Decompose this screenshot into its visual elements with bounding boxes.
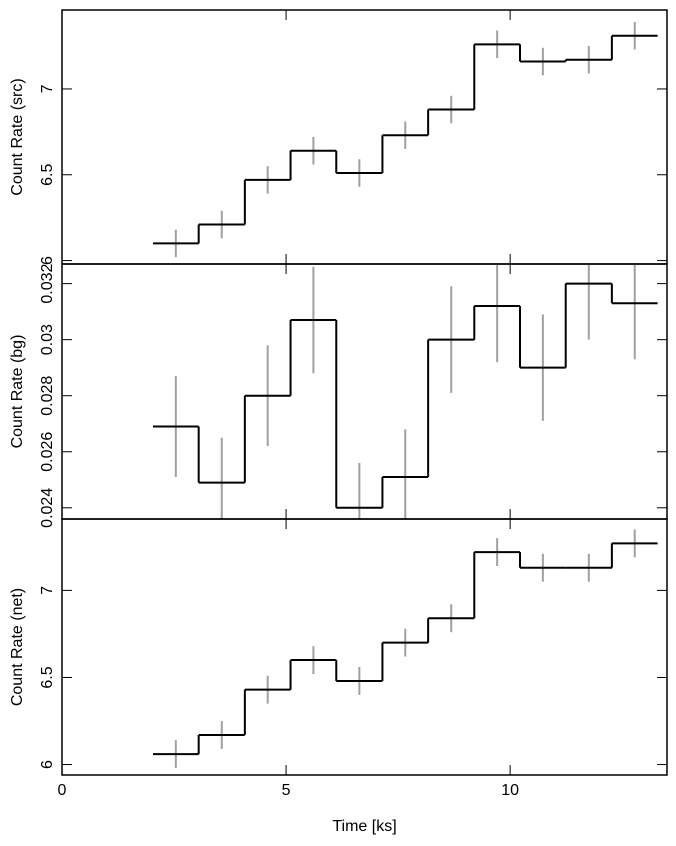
frame [61, 263, 668, 520]
x-tick-label: 0 [58, 782, 67, 799]
y-axis-label: Count Rate (net) [9, 588, 26, 706]
plot-area [152, 529, 658, 769]
y-tick-label: 7 [39, 84, 56, 93]
y-tick-label: 0.032 [39, 263, 56, 303]
y-axis-label: Count Rate (bg) [9, 335, 26, 449]
y-tick-label: 6.5 [39, 164, 56, 186]
y-tick-label: 0.024 [39, 488, 56, 528]
y-tick-label: 6 [39, 760, 56, 769]
y-tick-label: 0.028 [39, 376, 56, 416]
x-tick-label: 10 [501, 782, 519, 799]
y-tick-label: 0.03 [39, 324, 56, 355]
y-tick-label: 7 [39, 586, 56, 595]
plot-area [152, 22, 658, 258]
plot-area [152, 264, 658, 519]
y-axis-label: Count Rate (src) [9, 78, 26, 195]
frame [61, 9, 668, 265]
y-tick-label: 6.5 [39, 666, 56, 688]
y-tick-label: 6 [39, 256, 56, 265]
x-axis-label: Time [ks] [332, 818, 396, 835]
y-tick-label: 0.026 [39, 432, 56, 472]
x-tick-label: 5 [282, 782, 291, 799]
frame [61, 518, 668, 776]
